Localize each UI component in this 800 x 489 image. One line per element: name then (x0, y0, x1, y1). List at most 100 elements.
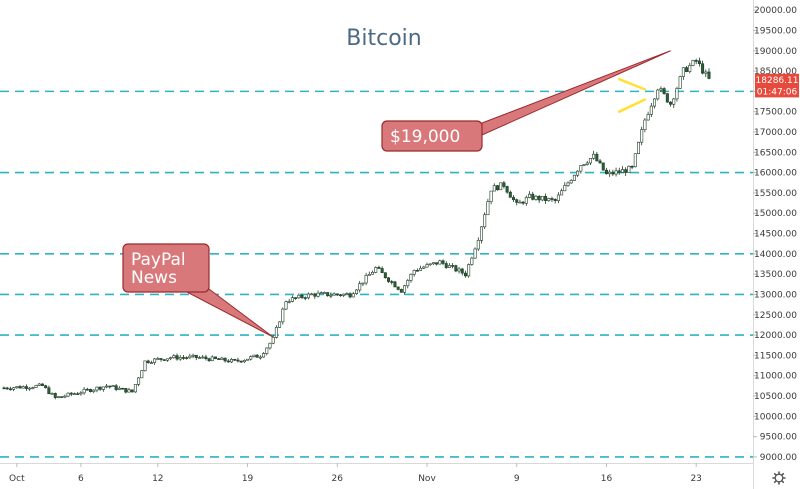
candle-body (255, 354, 259, 358)
candle-body (156, 358, 160, 360)
candle (50, 392, 54, 395)
candle (685, 65, 689, 73)
candle (204, 354, 208, 361)
candle (358, 280, 362, 293)
candle (338, 293, 342, 297)
candle (569, 179, 573, 184)
candle-body (169, 357, 173, 360)
candle-body (162, 359, 166, 361)
candle (528, 191, 532, 199)
candle-body (101, 386, 105, 390)
candle (69, 392, 73, 397)
candle (284, 300, 288, 310)
candle-body (624, 169, 628, 173)
candle-body (374, 267, 378, 273)
candle (348, 292, 352, 299)
candle-body (457, 268, 461, 272)
time-tick-label: 6 (78, 474, 84, 484)
candle (630, 165, 634, 170)
candle-body (454, 265, 458, 272)
candle (636, 141, 640, 155)
candle (82, 387, 86, 395)
candle (585, 160, 589, 166)
candle (518, 199, 522, 204)
candle (604, 167, 608, 175)
candle (476, 237, 480, 251)
candle (268, 342, 272, 350)
candle-body (685, 67, 689, 72)
price-tick-label: 11000.00 (754, 372, 797, 382)
candle-body (18, 386, 22, 389)
candle (316, 290, 320, 298)
candle (114, 384, 118, 392)
candle (646, 111, 650, 121)
candle (214, 356, 218, 360)
candle (579, 165, 583, 174)
candle (197, 355, 201, 359)
candle (572, 174, 576, 181)
candle-body (201, 356, 205, 359)
candle (322, 291, 326, 294)
candle-body (258, 356, 262, 359)
candle-body (582, 164, 586, 166)
candle-body (403, 285, 407, 293)
candle (143, 360, 147, 372)
candle-body (479, 226, 483, 241)
settings-button[interactable] (772, 471, 786, 485)
candle-body (63, 395, 67, 398)
candle (265, 347, 269, 356)
candle-body (431, 262, 435, 265)
candle (367, 271, 371, 276)
time-axis[interactable]: Oct 6 12 19 26 Nov 9 16 23 (0, 463, 753, 484)
candle-body (547, 198, 551, 201)
candle (85, 387, 89, 391)
triangle-pattern (618, 77, 647, 113)
candle-body (572, 174, 576, 181)
candle-body (28, 387, 32, 390)
candle-body (165, 358, 169, 361)
candle-body (306, 293, 310, 299)
candle-body (425, 264, 429, 268)
price-tick-label: 11500.00 (754, 351, 797, 361)
candle-body (95, 386, 99, 391)
candle (130, 389, 134, 393)
candle (258, 355, 262, 360)
candle (242, 359, 246, 364)
candle-body (447, 265, 451, 268)
candle-body (646, 114, 650, 121)
candle (95, 386, 99, 393)
candle-body (643, 119, 647, 131)
candle-body (60, 396, 64, 398)
candle (140, 370, 144, 379)
candle (34, 384, 38, 389)
candle (15, 386, 19, 389)
candle (207, 357, 211, 362)
candle (669, 101, 673, 107)
candle-body (239, 360, 243, 363)
candle-body (636, 141, 640, 154)
candle-body (194, 354, 198, 358)
candle (582, 164, 586, 167)
price-tick-label: 15000.00 (754, 209, 797, 219)
candle (146, 359, 150, 364)
candle (662, 87, 666, 95)
candle-body (15, 386, 19, 389)
candle-body (390, 281, 394, 283)
candle (444, 261, 448, 269)
candle-body (92, 389, 96, 392)
price-axis[interactable]: 9000.00 9500.00 10000.00 10500.00 11000.00 11… (753, 0, 797, 489)
candle-body (351, 293, 355, 298)
price-tick-label: 17000.00 (754, 128, 797, 138)
candle-body (441, 260, 445, 264)
candle-body (588, 158, 592, 164)
candle-body (694, 60, 698, 62)
candle (457, 266, 461, 274)
price-tick-label: 20000.00 (754, 6, 797, 16)
candle-body (707, 71, 711, 79)
candle-body (531, 193, 535, 200)
gear-icon[interactable] (772, 471, 786, 485)
candle (396, 286, 400, 291)
candle (18, 384, 22, 389)
candle (345, 292, 349, 295)
